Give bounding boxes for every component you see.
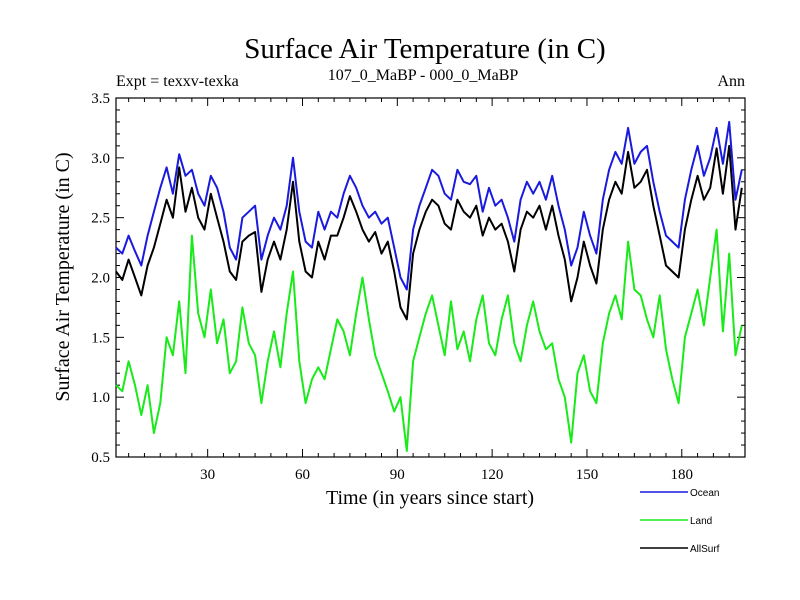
x-tick-label: 150 xyxy=(576,467,599,483)
chart-title: Surface Air Temperature (in C) xyxy=(244,33,605,65)
y-tick-label: 2.0 xyxy=(91,271,110,287)
x-axis-label: Time (in years since start) xyxy=(326,487,534,509)
y-tick-label: 2.5 xyxy=(91,211,110,227)
series-line-ocean xyxy=(115,120,743,291)
series-lines xyxy=(115,120,743,452)
chart-subtitle-right: Ann xyxy=(717,73,745,90)
chart-subtitle-center: 107_0_MaBP - 000_0_MaBP xyxy=(328,67,519,84)
x-tick-label: 120 xyxy=(481,467,504,483)
x-tick-label: 30 xyxy=(200,467,215,483)
axis-ticks xyxy=(116,97,746,458)
y-tick-label: 1.5 xyxy=(91,330,110,346)
legend: Ocean Land AllSurf xyxy=(640,488,720,555)
plot-frame xyxy=(115,97,746,458)
y-tick-label: 3.5 xyxy=(91,91,110,107)
y-axis-label: Surface Air Temperature (in C) xyxy=(52,152,74,401)
series-line-allsurf xyxy=(115,144,743,321)
x-tick-label: 60 xyxy=(295,467,310,483)
y-tick-label: 1.0 xyxy=(91,390,110,406)
legend-label-allsurf: AllSurf xyxy=(690,544,720,555)
legend-label-ocean: Ocean xyxy=(690,488,719,499)
chart-subtitle-left: Expt = texxv-texka xyxy=(116,73,239,90)
x-tick-label: 90 xyxy=(390,467,405,483)
series-line-land xyxy=(115,228,743,452)
y-tick-label: 3.0 xyxy=(91,151,110,167)
axis-tick-labels: 30 60 90 120 150 180 0.5 1.0 1.5 2.0 2.5 3.0 3.5 xyxy=(91,91,693,483)
x-tick-label: 180 xyxy=(671,467,694,483)
legend-label-land: Land xyxy=(690,516,712,527)
y-tick-label: 0.5 xyxy=(91,450,110,466)
